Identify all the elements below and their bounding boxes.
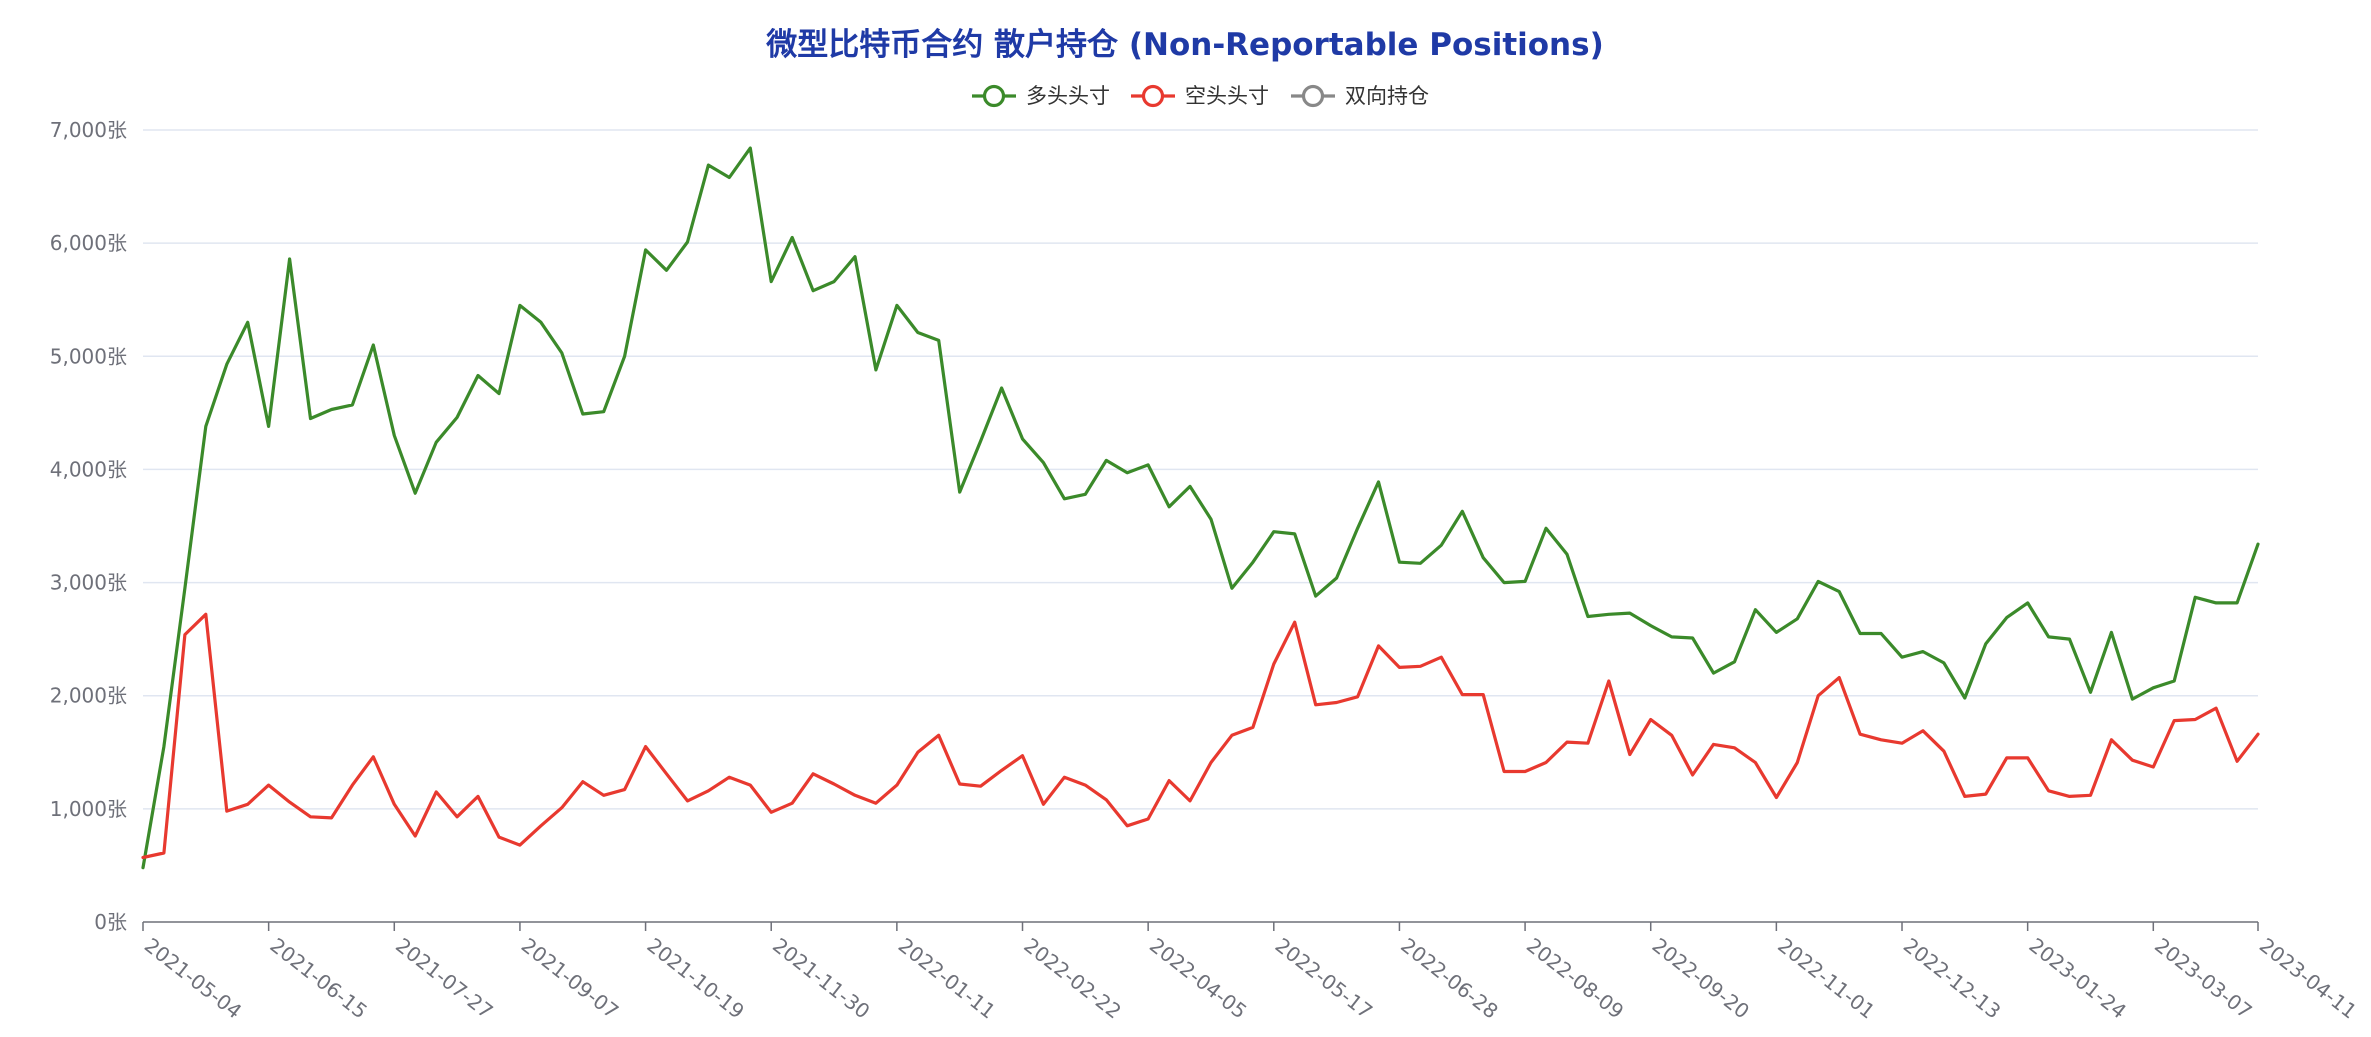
x-tick-label: 2021-11-30 [768,933,874,1023]
x-tick-label: 2021-07-27 [391,933,497,1023]
y-tick-label: 7,000张 [50,118,127,142]
x-tick-label: 2022-11-01 [1773,933,1879,1023]
x-tick-label: 2023-04-11 [2255,933,2361,1023]
y-tick-label: 3,000张 [50,571,127,595]
y-tick-label: 0张 [94,910,127,934]
x-axis: 2021-05-04 2021-06-15 2021-07-27 2021-09-07… [140,921,2361,1024]
y-tick-label: 5,000张 [50,344,127,368]
legend-label: 多头头寸 [1026,84,1110,108]
legend: 多头头寸 空头头寸 双向持仓 [972,84,1429,108]
x-tick-label: 2021-09-07 [517,933,623,1023]
series-line [141,146,2260,870]
series-line [141,612,2260,860]
x-tick-label: 2022-01-11 [894,933,1000,1023]
legend-label: 空头头寸 [1185,84,1269,108]
legend-swatch-marker [1141,84,1165,108]
legend-item: 双向持仓 [1291,84,1429,108]
x-tick-label: 2022-09-20 [1648,933,1754,1023]
x-tick-label: 2023-01-24 [2025,933,2131,1023]
y-tick-label: 2,000张 [50,684,127,708]
legend-item: 空头头寸 [1131,84,1269,108]
legend-swatch-marker [982,84,1006,108]
x-tick-label: 2021-05-04 [140,933,246,1023]
x-tick-label: 2022-08-09 [1522,933,1628,1023]
x-tick-label: 2022-06-28 [1396,933,1502,1023]
x-tick-label: 2023-03-07 [2150,933,2256,1023]
x-tick-label: 2022-02-22 [1019,933,1125,1023]
legend-swatch-marker [1301,84,1325,108]
y-tick-label: 6,000张 [50,231,127,255]
x-tick-label: 2021-06-15 [266,933,372,1023]
x-tick-label: 2022-05-17 [1271,933,1377,1023]
legend-item: 多头头寸 [972,84,1110,108]
x-tick-label: 2022-12-13 [1899,933,2005,1023]
gridlines [143,129,2258,810]
legend-label: 双向持仓 [1345,84,1429,108]
y-axis: 0张 1,000张 2,000张 3,000张 4,000张 5,000张 6,000张 7,… [50,118,127,934]
x-tick-label: 2022-04-05 [1145,933,1251,1023]
chart-title: 微型比特币合约 散户持仓 (Non-Reportable Positions) [765,27,1604,63]
y-tick-label: 4,000张 [50,457,127,481]
y-tick-label: 1,000张 [50,797,127,821]
x-tick-label: 2021-10-19 [642,933,748,1023]
series-lines [141,146,2260,870]
